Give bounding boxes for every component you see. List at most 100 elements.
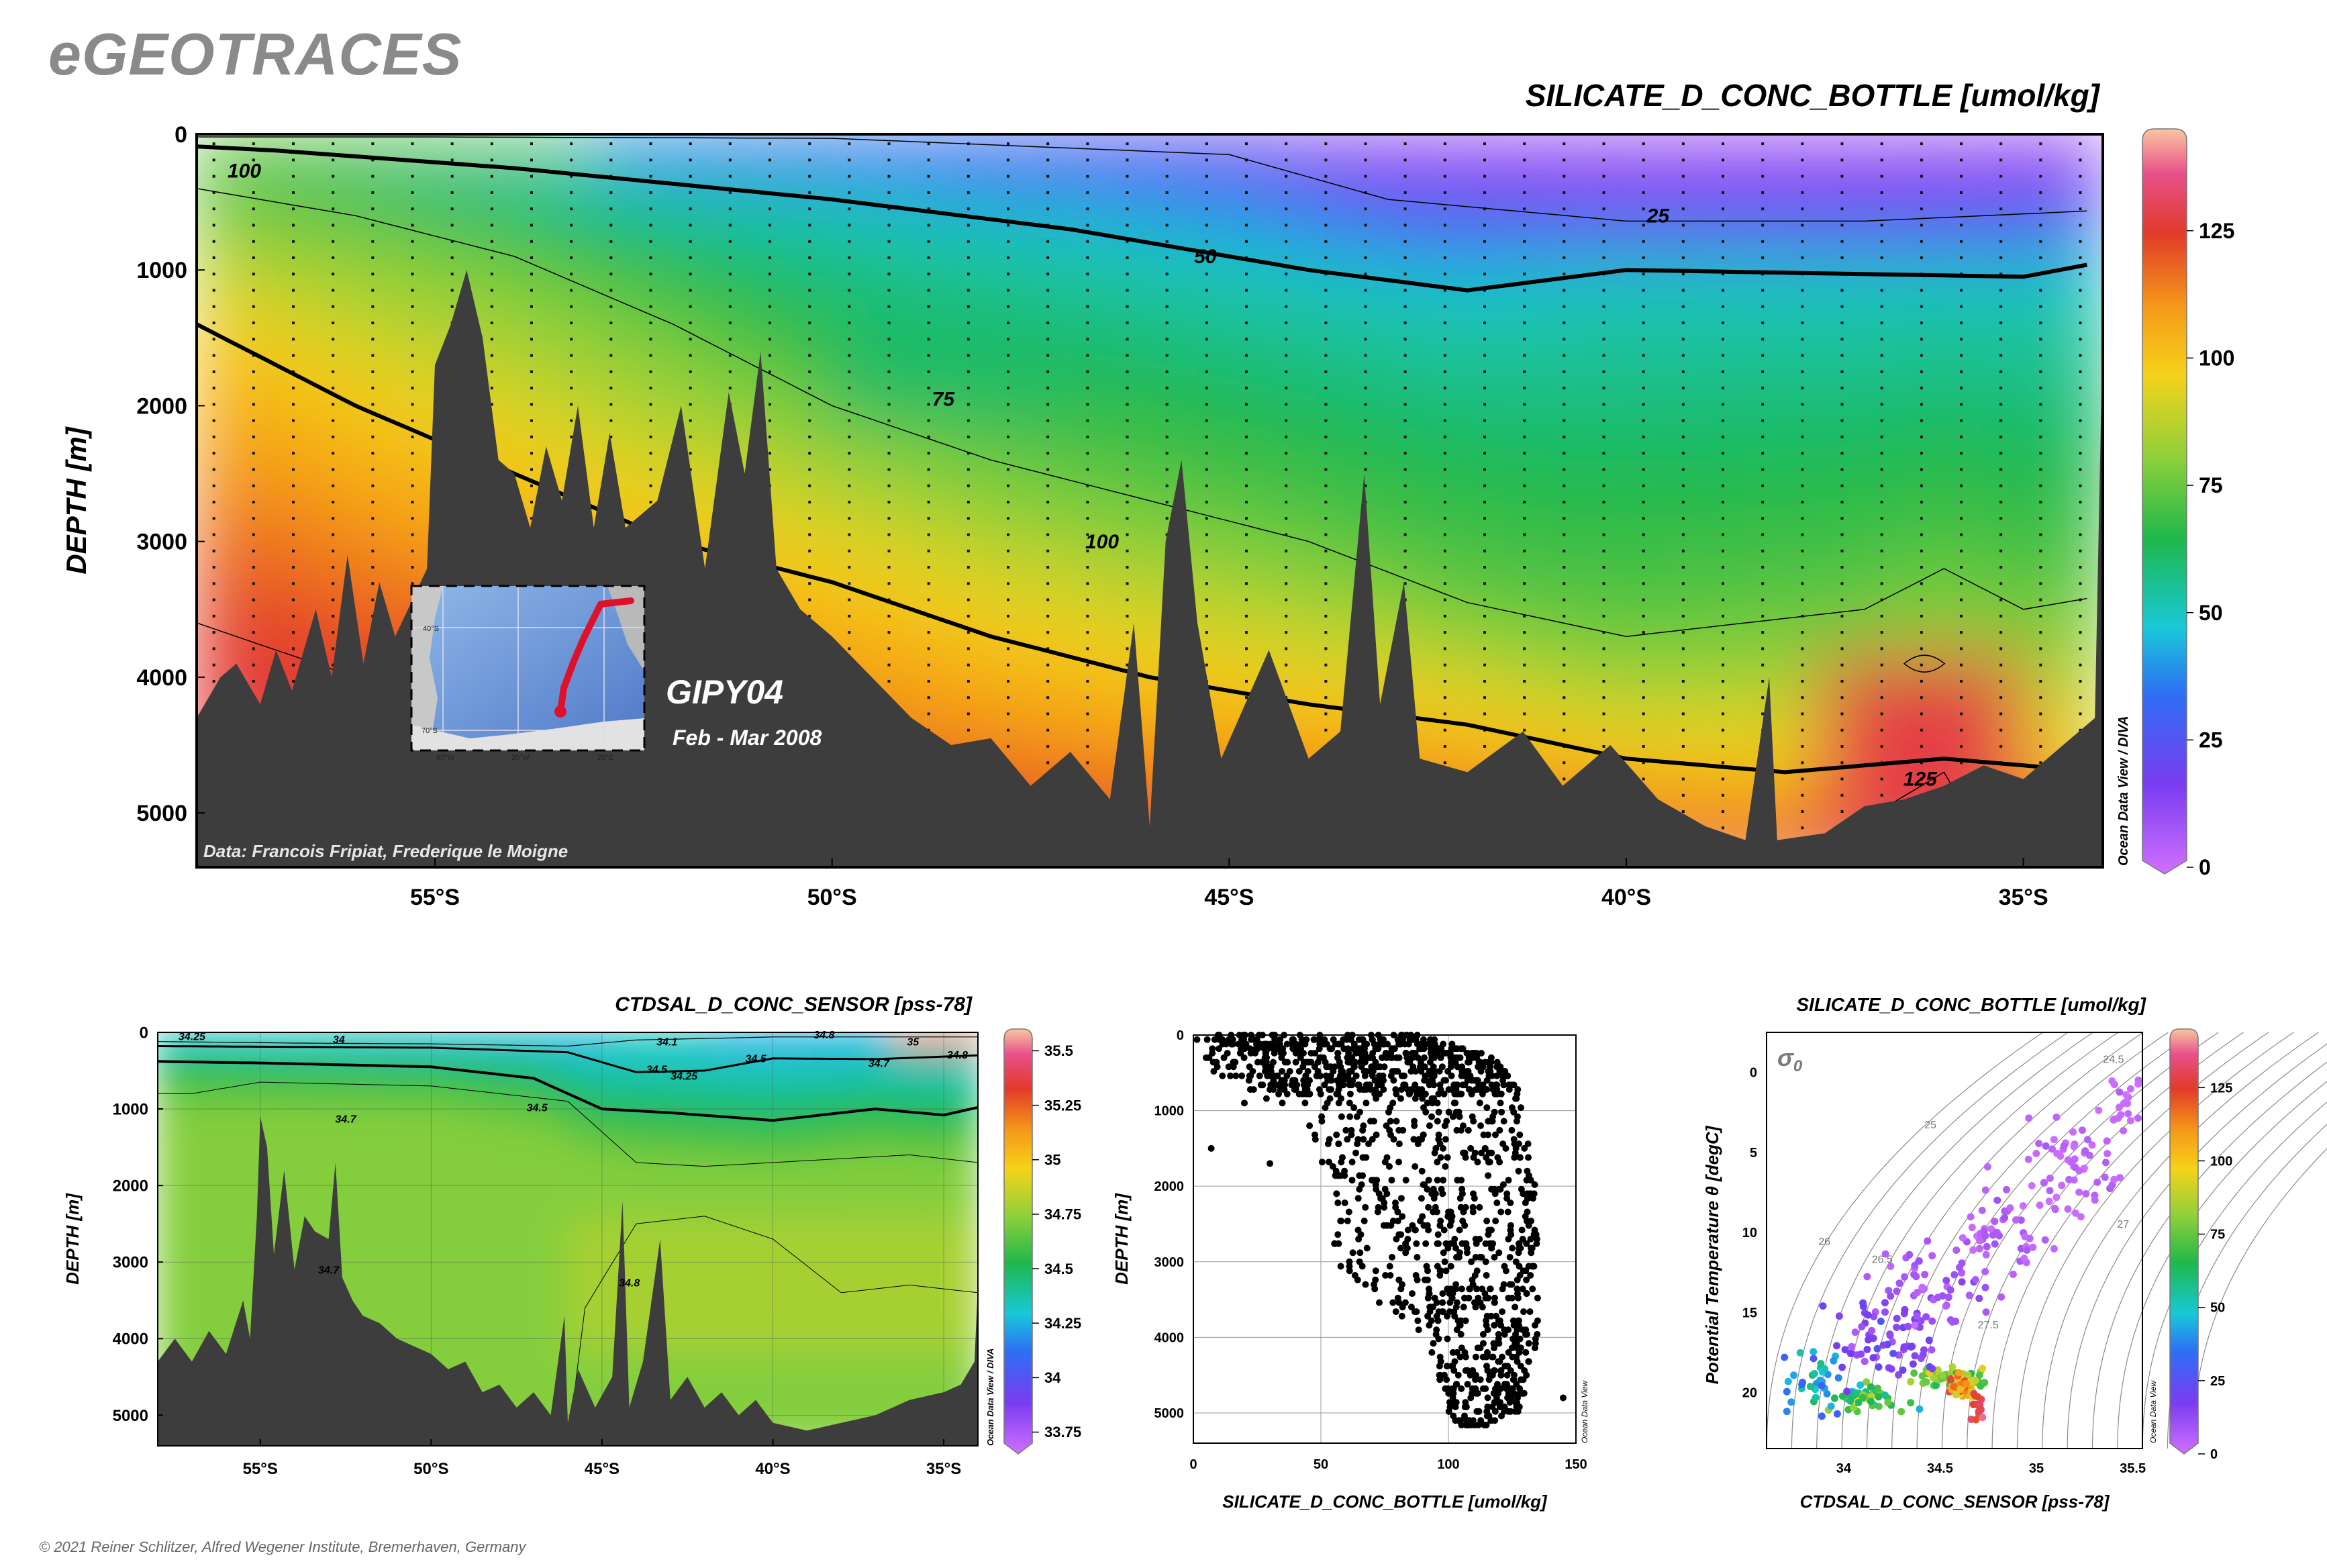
ts-ytick-label-0: 0 <box>1750 1066 1757 1081</box>
ts-sigma-sub: 0 <box>1793 1057 1803 1075</box>
ts-isopycnal-label-0: 24.5 <box>2103 1054 2124 1065</box>
salinity-contour-label-11: 34.7 <box>335 1114 356 1126</box>
main-cbar-label-0: 0 <box>2199 855 2211 879</box>
salinity-contour-label-4: 35 <box>907 1036 920 1048</box>
salinity-cbar-label-7: 35.5 <box>1044 1042 1073 1059</box>
salinity-contour-label-9: 34.7 <box>869 1058 890 1069</box>
salinity-contour-label-7: 34.25 <box>671 1071 698 1083</box>
main-ytick-label-2: 2000 <box>136 393 187 419</box>
profile-dots <box>1193 1032 1567 1428</box>
salinity-x-axis: 55°S 50°S 45°S 40°S 35°S <box>243 1439 961 1478</box>
salinity-cbar-label-4: 34.75 <box>1044 1206 1081 1223</box>
salinity-contour-label-5: 34.8 <box>947 1050 968 1061</box>
inset-lat-40: 40°S <box>423 625 439 633</box>
main-ytick-label-0: 0 <box>175 122 187 148</box>
cruise-name: GIPY04 <box>666 673 783 711</box>
salinity-cbar-label-2: 34.25 <box>1044 1315 1081 1332</box>
salinity-contour-label-13: 34.8 <box>619 1278 640 1289</box>
salinity-contour-label-3: 34.8 <box>813 1030 834 1041</box>
ts-ylabel: Potential Temperature θ [degC] <box>1702 1125 1722 1384</box>
salinity-contour-label-0: 34.25 <box>179 1031 206 1042</box>
main-contour-label-3: 75 <box>932 388 956 410</box>
profile-xtick-label-3: 150 <box>1565 1457 1587 1472</box>
ts-y-axis: 0 5 10 15 20 <box>1742 1066 1757 1401</box>
profile-ytick-label-0: 0 <box>1177 1028 1184 1043</box>
salinity-contour-label-1: 34 <box>333 1034 345 1046</box>
salinity-ytick-label-5: 5000 <box>113 1407 148 1425</box>
profile-plot-frame <box>1193 1034 1577 1444</box>
ts-isopycnal-label-2: 26 <box>1818 1236 1830 1248</box>
ts-sigma-symbol: σ <box>1777 1044 1795 1071</box>
ts-ytick-label-3: 15 <box>1742 1306 1757 1320</box>
salinity-watermark: Ocean Data View / DIVA <box>985 1349 995 1446</box>
main-contour-label-1: 25 <box>1646 205 1671 227</box>
main-colorbar: 0 25 50 75 100 125 <box>2142 128 2234 879</box>
ts-cbar-label-3: 75 <box>2210 1228 2225 1242</box>
ts-dots <box>1781 1076 2142 1424</box>
ts-cbar-label-2: 50 <box>2210 1301 2225 1316</box>
main-ytick-label-1: 1000 <box>136 258 187 283</box>
salinity-ytick-label-2: 2000 <box>113 1177 148 1195</box>
main-xtick-label-0: 55°S <box>410 885 460 910</box>
salinity-colorbar: 33.75 34 34.25 34.5 34.75 35 35.25 35.5 <box>1003 1028 1081 1455</box>
salinity-cbar-label-1: 34 <box>1044 1369 1061 1386</box>
ts-xtick-label-2: 35 <box>2029 1461 2044 1476</box>
inset-map: 40°S 70°S 60°W 20°W 20°E <box>410 585 646 762</box>
main-contour-label-2: 50 <box>1194 246 1217 268</box>
main-watermark: Ocean Data View / DIVA <box>2116 716 2131 866</box>
ts-xtick-label-1: 34.5 <box>1927 1461 1953 1476</box>
main-ytick-label-5: 5000 <box>136 801 187 826</box>
salinity-contour-label-12: 34.7 <box>318 1265 340 1276</box>
ts-x-axis: 34 34.5 35 35.5 <box>1836 1461 2146 1476</box>
profile-ytick-label-4: 4000 <box>1154 1330 1185 1345</box>
main-ylabel: DEPTH [m] <box>60 426 92 574</box>
ts-cbar-label-1: 25 <box>2210 1374 2225 1389</box>
salinity-bathymetry <box>158 1116 978 1446</box>
ts-cbar-label-5: 125 <box>2210 1081 2232 1095</box>
salinity-y-axis: 0 1000 2000 3000 4000 5000 <box>113 1024 163 1425</box>
ts-isopycnal-label-1: 25 <box>1924 1120 1936 1131</box>
ts-isopycnal-label-5: 27.5 <box>1978 1320 1999 1331</box>
ts-cbar-label-4: 100 <box>2210 1154 2232 1169</box>
salinity-contour-label-2: 34.1 <box>656 1036 677 1048</box>
profile-ylabel: DEPTH [m] <box>1111 1193 1132 1285</box>
silicate-profile-chart: 0 1000 2000 3000 4000 5000 0 50 100 150 SILICATE… <box>1111 1028 1589 1512</box>
salinity-ylabel: DEPTH [m] <box>62 1193 83 1285</box>
ts-ytick-label-4: 20 <box>1742 1386 1757 1401</box>
salinity-cbar-label-0: 33.75 <box>1044 1424 1081 1440</box>
salinity-ytick-label-1: 1000 <box>113 1100 148 1118</box>
profile-ytick-label-5: 5000 <box>1154 1406 1185 1421</box>
salinity-xtick-label-4: 35°S <box>926 1460 961 1478</box>
main-y-axis: 0 1000 2000 3000 4000 5000 <box>136 122 205 826</box>
ts-sigma-label: σ0 <box>1777 1044 1803 1075</box>
inset-lat-70: 70°S <box>422 727 438 735</box>
inset-lon-20e: 20°E <box>597 754 613 762</box>
profile-watermark: Ocean Data View <box>1580 1380 1589 1443</box>
salinity-cbar-label-5: 35 <box>1044 1151 1060 1168</box>
salinity-section-chart: CTDSAL_D_CONC_SENSOR [pss-78] 0 1000 2000 3… <box>62 993 1081 1478</box>
main-contour-label-4: 100 <box>1085 531 1119 553</box>
profile-xtick-label-2: 100 <box>1437 1457 1459 1472</box>
profile-x-axis: 0 50 100 150 <box>1189 1457 1587 1472</box>
salinity-contours <box>158 1036 978 1446</box>
salinity-xtick-label-2: 45°S <box>585 1460 620 1478</box>
main-bathymetry <box>197 270 2103 867</box>
main-contour-label-0: 100 <box>228 160 261 183</box>
main-x-axis: 55°S 50°S 45°S 40°S 35°S <box>410 858 2048 910</box>
ts-title: SILICATE_D_CONC_BOTTLE [umol/kg] <box>1796 994 2146 1015</box>
salinity-xtick-label-3: 40°S <box>755 1460 790 1478</box>
ts-xtick-label-3: 35.5 <box>2120 1461 2146 1476</box>
inset-lon-20w: 20°W <box>511 754 530 762</box>
profile-xlabel: SILICATE_D_CONC_BOTTLE [umol/kg] <box>1222 1491 1548 1512</box>
cruise-period: Feb - Mar 2008 <box>673 726 822 750</box>
main-cbar-label-2: 50 <box>2199 601 2223 625</box>
ts-xtick-label-0: 34 <box>1836 1461 1852 1476</box>
brand-logo: eGEOTRACES <box>48 21 462 87</box>
ts-watermark: Ocean Data View <box>2148 1380 2158 1443</box>
main-contour-label-5: 125 <box>1903 769 1938 791</box>
profile-ytick-label-2: 2000 <box>1154 1179 1185 1194</box>
ts-ytick-label-1: 5 <box>1750 1146 1757 1161</box>
profile-y-axis: 0 1000 2000 3000 4000 5000 <box>1154 1028 1185 1421</box>
profile-xtick-label-0: 0 <box>1189 1457 1197 1472</box>
